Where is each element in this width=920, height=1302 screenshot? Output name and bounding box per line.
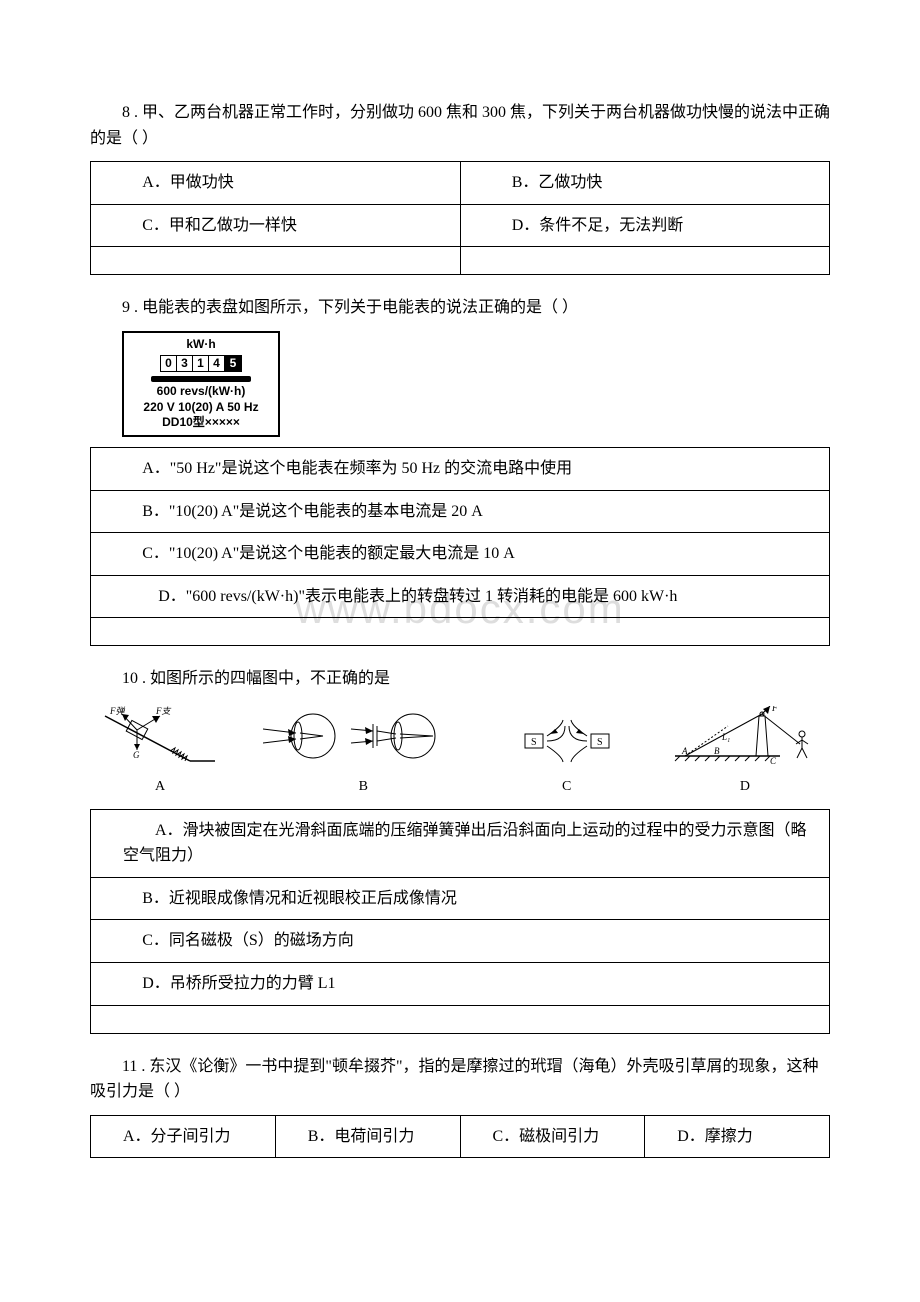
q9-optA: A．"50 Hz"是说这个电能表在频率为 50 Hz 的交流电路中使用 <box>91 447 830 490</box>
svg-text:S: S <box>597 737 603 748</box>
svg-text:G: G <box>133 750 140 760</box>
q11-optB: B．电荷间引力 <box>275 1115 460 1158</box>
q8-optD: D．条件不足，无法判断 <box>460 204 830 247</box>
meter-digits: 03145 <box>160 355 242 373</box>
q10-options-table: A．滑块被固定在光滑斜面底端的压缩弹簧弹出后沿斜面向上运动的过程中的受力示意图（… <box>90 809 830 1034</box>
q10-optD: D．吊桥所受拉力的力臂 L1 <box>91 963 830 1006</box>
q11-options-table: A．分子间引力 B．电荷间引力 C．磁极间引力 D．摩擦力 <box>90 1115 830 1159</box>
q9-optB: B．"10(20) A"是说这个电能表的基本电流是 20 A <box>91 490 830 533</box>
meter-unit: kW·h <box>128 337 274 353</box>
q10-diagrams: G F弹 F支 A <box>90 702 830 803</box>
q9-optC: C．"10(20) A"是说这个电能表的额定最大电流是 10 A <box>91 533 830 576</box>
svg-text:F: F <box>771 706 778 713</box>
q8-text: 8 . 甲、乙两台机器正常工作时，分别做功 600 焦和 300 焦，下列关于两… <box>90 100 830 151</box>
q11-optA: A．分子间引力 <box>91 1115 276 1158</box>
meter-revs: 600 revs/(kW·h) <box>128 384 274 400</box>
q10-text: 10 . 如图所示的四幅图中，不正确的是 <box>90 666 830 692</box>
q10-empty <box>91 1005 830 1033</box>
q9-optD: D．"600 revs/(kW·h)"表示电能表上的转盘转过 1 转消耗的电能是… <box>158 588 677 605</box>
diag-a-label: A <box>100 776 220 798</box>
digit-1: 3 <box>177 356 193 372</box>
q8-optC: C．甲和乙做功一样快 <box>91 204 461 247</box>
digit-3: 4 <box>209 356 225 372</box>
q9-empty <box>91 618 830 646</box>
q11-optC: C．磁极间引力 <box>460 1115 645 1158</box>
q8-optB: B．乙做功快 <box>460 162 830 205</box>
q8-options-table: A．甲做功快 B．乙做功快 C．甲和乙做功一样快 D．条件不足，无法判断 <box>90 161 830 275</box>
diag-c-label: C <box>507 776 627 798</box>
q10-optB: B．近视眼成像情况和近视眼校正后成像情况 <box>91 877 830 920</box>
q8-optA: A．甲做功快 <box>91 162 461 205</box>
meter-model: DD10型××××× <box>128 415 274 431</box>
diag-b-label: B <box>263 776 463 798</box>
digit-2: 1 <box>193 356 209 372</box>
diagram-b: B <box>263 711 463 799</box>
svg-text:C: C <box>770 756 777 766</box>
meter-disc <box>151 376 251 382</box>
meter-spec: 220 V 10(20) A 50 Hz <box>128 400 274 416</box>
diagram-d: F L₁ A B C D <box>670 706 820 799</box>
svg-text:F支: F支 <box>155 706 171 716</box>
q9-options-table: A．"50 Hz"是说这个电能表在频率为 50 Hz 的交流电路中使用 B．"1… <box>90 447 830 646</box>
svg-text:S: S <box>531 737 537 748</box>
digit-4: 5 <box>225 356 241 372</box>
q9-text: 9 . 电能表的表盘如图所示，下列关于电能表的说法正确的是（ ） <box>90 295 830 321</box>
q8-empty <box>91 247 461 275</box>
diagram-a: G F弹 F支 A <box>100 706 220 799</box>
svg-text:L₁: L₁ <box>721 732 730 742</box>
svg-text:B: B <box>714 746 720 756</box>
diagram-c: S S C <box>507 716 627 799</box>
meter-image: kW·h 03145 600 revs/(kW·h) 220 V 10(20) … <box>122 331 280 437</box>
q10-optA: A．滑块被固定在光滑斜面底端的压缩弹簧弹出后沿斜面向上运动的过程中的受力示意图（… <box>123 822 807 865</box>
q11-text: 11 . 东汉《论衡》一书中提到"顿牟掇芥"，指的是摩擦过的玳瑁（海龟）外壳吸引… <box>90 1054 830 1105</box>
q11-optD: D．摩擦力 <box>645 1115 830 1158</box>
digit-0: 0 <box>161 356 177 372</box>
svg-text:A: A <box>681 746 688 756</box>
svg-text:F弹: F弹 <box>109 706 125 716</box>
q10-optC: C．同名磁极（S）的磁场方向 <box>91 920 830 963</box>
diag-d-label: D <box>670 776 820 798</box>
